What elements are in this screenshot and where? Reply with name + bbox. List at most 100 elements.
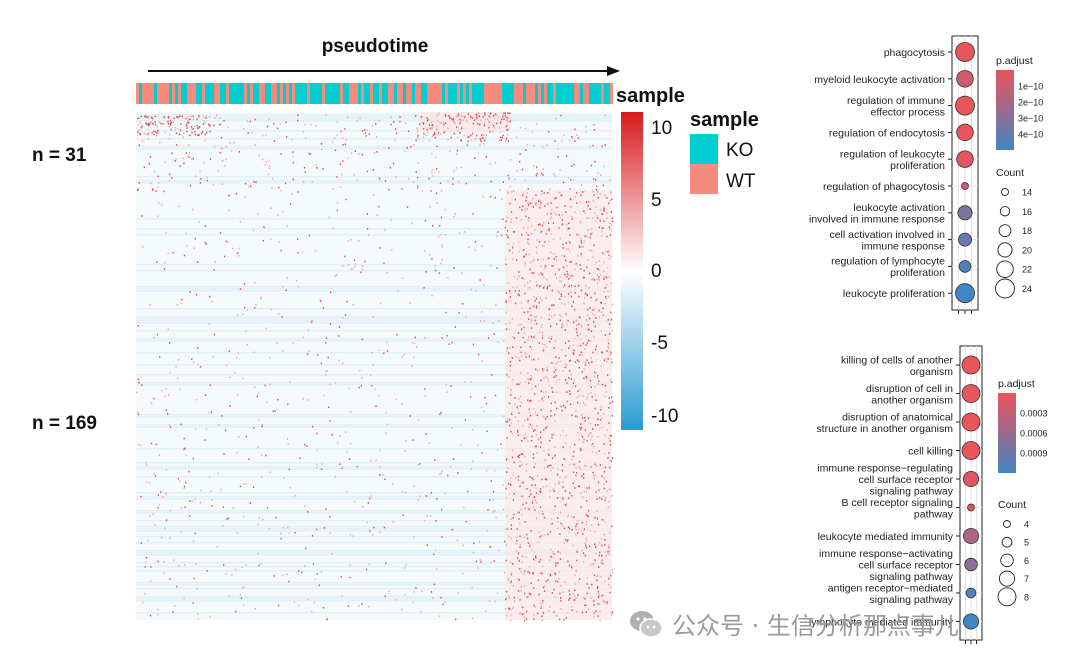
heatmap-cell bbox=[585, 335, 587, 337]
heatmap-cell bbox=[553, 588, 555, 591]
heatmap-cell bbox=[462, 302, 464, 305]
heatmap-cell bbox=[593, 517, 595, 519]
heatmap-cell bbox=[452, 183, 454, 185]
heatmap-cell bbox=[227, 517, 229, 520]
annotation-cell bbox=[166, 83, 169, 104]
heatmap-cell bbox=[529, 490, 531, 493]
heatmap-cell bbox=[567, 560, 569, 563]
annotation-cell bbox=[559, 83, 562, 104]
heatmap-cell bbox=[519, 153, 521, 155]
heatmap-row-band bbox=[136, 588, 612, 590]
heatmap-cell bbox=[430, 492, 432, 494]
heatmap-cell bbox=[500, 443, 502, 446]
heatmap-cell bbox=[235, 192, 238, 195]
heatmap-cell bbox=[457, 115, 459, 117]
heatmap-cell bbox=[369, 374, 372, 376]
heatmap-cell bbox=[609, 532, 611, 534]
heatmap-cell bbox=[601, 544, 603, 547]
annotation-cell bbox=[283, 83, 286, 104]
heatmap-cell bbox=[542, 368, 544, 370]
heatmap-cell bbox=[577, 255, 579, 257]
heatmap-cell bbox=[470, 467, 472, 470]
heatmap-cell bbox=[533, 296, 535, 298]
heatmap-cell bbox=[147, 116, 149, 118]
heatmap-cell bbox=[530, 440, 533, 442]
dotplot-term-label: regulation of immune bbox=[847, 95, 945, 107]
annotation-cell bbox=[181, 83, 184, 104]
heatmap-cell bbox=[425, 134, 427, 136]
heatmap-cell bbox=[526, 488, 528, 490]
heatmap-cell bbox=[536, 172, 538, 175]
heatmap-cell bbox=[609, 443, 612, 446]
dotplot-dot bbox=[961, 412, 981, 432]
heatmap-cell bbox=[344, 255, 346, 258]
heatmap-cell bbox=[482, 116, 484, 118]
heatmap-cell bbox=[558, 378, 560, 381]
heatmap-cell bbox=[510, 613, 513, 616]
heatmap-cell bbox=[346, 300, 348, 303]
dotplot-term-label: another organism bbox=[871, 394, 953, 406]
heatmap-cell bbox=[229, 142, 231, 144]
heatmap-cell bbox=[419, 463, 421, 465]
heatmap-cell bbox=[185, 481, 187, 484]
heatmap-cell bbox=[404, 150, 406, 152]
heatmap-cell bbox=[584, 416, 586, 419]
heatmap-cell bbox=[490, 480, 492, 482]
heatmap-cell bbox=[580, 241, 583, 244]
heatmap-cell bbox=[517, 420, 519, 423]
heatmap-cell bbox=[528, 253, 530, 256]
heatmap-cell bbox=[569, 188, 571, 190]
heatmap-cell bbox=[534, 316, 536, 318]
heatmap-cell bbox=[544, 265, 547, 267]
heatmap-cell bbox=[559, 194, 562, 197]
heatmap-cell bbox=[570, 606, 573, 608]
heatmap-cell bbox=[550, 338, 552, 340]
heatmap-cell bbox=[521, 453, 523, 455]
heatmap-cell bbox=[561, 464, 564, 466]
heatmap-cell bbox=[521, 209, 523, 211]
heatmap-cell bbox=[533, 305, 535, 308]
heatmap-cell bbox=[512, 379, 514, 381]
heatmap-cell bbox=[406, 146, 408, 149]
heatmap-cell bbox=[551, 362, 553, 364]
heatmap-cell bbox=[479, 559, 481, 561]
heatmap-cell bbox=[533, 506, 535, 508]
heatmap-cell bbox=[417, 463, 420, 466]
heatmap-cell bbox=[141, 140, 144, 142]
heatmap-cell bbox=[479, 279, 481, 281]
heatmap-cell bbox=[165, 493, 168, 495]
heatmap-cell bbox=[533, 466, 535, 468]
heatmap-cell bbox=[483, 123, 486, 125]
heatmap-cell bbox=[533, 604, 535, 607]
heatmap-cell bbox=[483, 134, 485, 137]
heatmap-cell bbox=[548, 318, 550, 321]
heatmap-cell bbox=[372, 316, 374, 318]
annotation-cell bbox=[349, 83, 352, 104]
heatmap-cell bbox=[247, 185, 250, 188]
heatmap-cell bbox=[597, 418, 599, 420]
heatmap-cell bbox=[588, 384, 591, 387]
heatmap-cell bbox=[598, 450, 600, 452]
heatmap-cell bbox=[585, 285, 587, 287]
heatmap-cell bbox=[181, 298, 183, 301]
heatmap-cell bbox=[562, 370, 564, 372]
heatmap-cell bbox=[157, 494, 159, 496]
heatmap-cell bbox=[579, 264, 581, 266]
heatmap-cell bbox=[588, 339, 590, 342]
heatmap-cell bbox=[282, 286, 284, 288]
heatmap-cell bbox=[215, 114, 218, 117]
heatmap-cell bbox=[203, 161, 205, 164]
heatmap-cell bbox=[509, 369, 511, 372]
heatmap-cell bbox=[484, 112, 486, 114]
heatmap-cell bbox=[568, 285, 570, 288]
heatmap-cell bbox=[586, 488, 588, 490]
heatmap-cell bbox=[572, 382, 574, 385]
heatmap-cell bbox=[597, 590, 599, 593]
heatmap-cell bbox=[521, 555, 523, 558]
heatmap-cell bbox=[507, 174, 509, 177]
heatmap-cell bbox=[598, 316, 600, 319]
heatmap-row-band bbox=[136, 340, 612, 342]
heatmap-row-band bbox=[136, 492, 612, 494]
heatmap-row-band bbox=[136, 374, 612, 376]
heatmap-cell bbox=[598, 489, 600, 491]
